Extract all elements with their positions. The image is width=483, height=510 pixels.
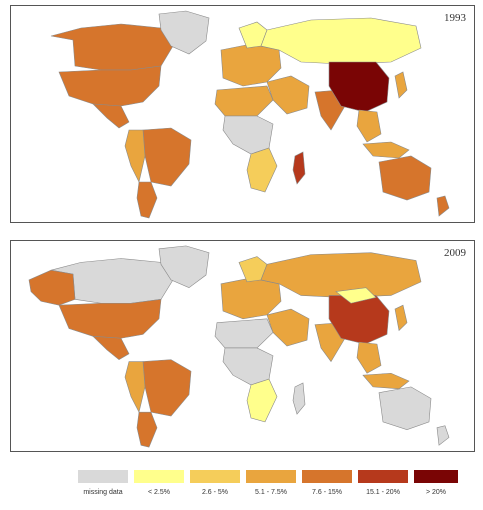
year-label: 1993 (444, 12, 466, 24)
region-australia (378, 155, 432, 201)
region-middle-east (266, 308, 310, 347)
world-map-2009 (28, 245, 450, 448)
year-label: 2009 (444, 247, 466, 259)
region-indonesia (362, 141, 410, 159)
legend-label-1: < 2.5% (148, 489, 170, 496)
region-canada (50, 23, 174, 71)
region-central-africa (222, 347, 274, 386)
region-usa (58, 299, 162, 339)
region-russia (260, 17, 422, 65)
region-north-africa (214, 85, 274, 117)
region-argentina (136, 411, 158, 448)
region-russia (260, 252, 422, 298)
legend-swatch-4 (302, 470, 352, 483)
legend-label-5: 15.1 - 20% (366, 489, 400, 496)
map-panel-2009: 2009 (10, 240, 475, 452)
region-usa (58, 65, 162, 107)
legend-label-6: > 20% (425, 489, 447, 496)
region-madagascar (292, 382, 306, 415)
region-central-africa (222, 115, 274, 155)
region-brazil (142, 127, 192, 187)
region-indonesia (362, 372, 410, 390)
region-mexico (92, 103, 130, 129)
region-brazil (142, 359, 192, 417)
region-andes (124, 361, 146, 414)
region-china (328, 61, 390, 113)
region-japan (394, 304, 408, 332)
region-southern-africa (246, 147, 278, 193)
region-australia (378, 386, 432, 430)
legend-swatch-missing (78, 470, 128, 483)
region-new-zealand (436, 195, 450, 217)
region-mexico (92, 335, 130, 360)
region-greenland (158, 10, 210, 55)
region-north-africa (214, 318, 274, 349)
legend-swatch-2 (190, 470, 240, 483)
region-mongolia (335, 287, 377, 304)
region-japan (394, 71, 408, 99)
region-argentina (136, 181, 158, 219)
legend-label-3: 5.1 - 7.5% (255, 489, 287, 496)
region-madagascar (292, 151, 306, 185)
world-map-1993 (50, 10, 450, 219)
legend-label-2: 2.6 - 5% (201, 489, 229, 496)
legend-label-4: 7.6 - 15% (312, 489, 342, 496)
region-southern-africa (246, 378, 278, 423)
legend: missing data < 2.5% 2.6 - 5% 5.1 - 7.5% … (78, 470, 458, 504)
region-southeast-asia (356, 341, 382, 374)
legend-swatch-5 (358, 470, 408, 483)
region-greenland (158, 245, 210, 289)
legend-swatch-1 (134, 470, 184, 483)
region-china (328, 295, 390, 345)
region-andes (124, 129, 146, 183)
region-alaska (28, 269, 76, 306)
region-new-zealand (436, 425, 450, 446)
legend-swatch-6 (414, 470, 458, 483)
region-europe (220, 277, 282, 320)
legend-label-missing: missing data (83, 489, 123, 496)
map-panel-1993: 1993 (10, 5, 475, 223)
region-middle-east (266, 75, 310, 115)
region-southeast-asia (356, 109, 382, 143)
legend-swatch-3 (246, 470, 296, 483)
region-europe (220, 43, 282, 87)
